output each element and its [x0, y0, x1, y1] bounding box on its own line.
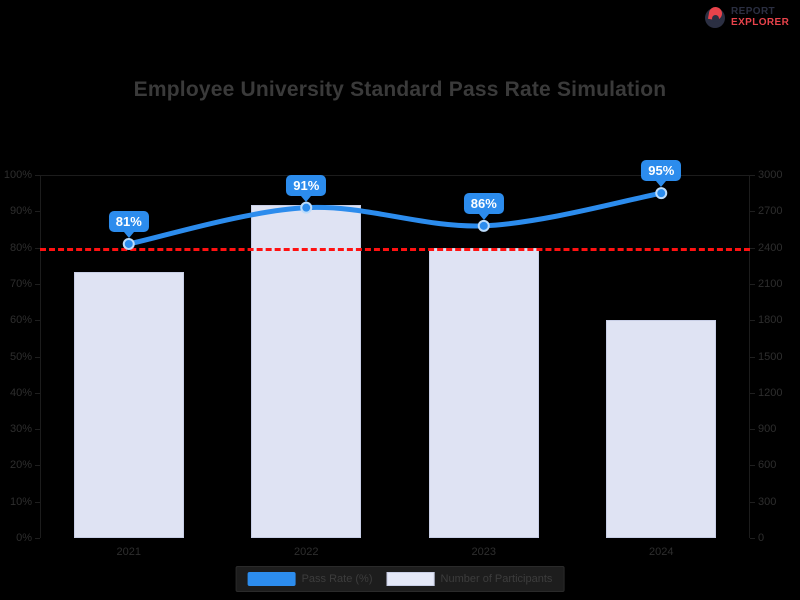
y-tick-label-right: 2700 — [758, 205, 783, 218]
x-tick-label: 2023 — [471, 546, 496, 558]
y-tick-left — [35, 538, 40, 539]
y-tick-right — [750, 501, 755, 503]
y-tick-right — [750, 247, 755, 249]
y-tick-label-left: 70% — [9, 277, 32, 290]
y-tick-label-right: 300 — [758, 495, 777, 508]
bar[interactable] — [73, 271, 184, 538]
y-tick-label-right: 900 — [758, 423, 777, 436]
legend-item-line[interactable]: Pass Rate (%) — [247, 572, 373, 586]
data-label: 91% — [286, 174, 327, 196]
y-tick-label-right: 1500 — [758, 350, 783, 363]
y-tick-label-left: 80% — [9, 241, 32, 254]
y-tick-right — [750, 356, 755, 358]
y-tick-left — [35, 320, 40, 322]
y-tick-left — [35, 429, 40, 431]
y-tick-label-right: 2400 — [758, 241, 783, 254]
y-tick-label-left: 40% — [9, 386, 32, 399]
line-path — [126, 190, 664, 247]
y-tick-label-right: 3000 — [758, 169, 783, 181]
bar[interactable] — [428, 247, 539, 538]
y-tick-label-right: 1800 — [758, 314, 783, 327]
line-marker[interactable] — [655, 187, 668, 200]
x-tick-label: 2022 — [294, 546, 319, 558]
y-tick-left — [35, 283, 40, 285]
logo-text-line1: REPORT — [731, 6, 776, 18]
line-marker[interactable] — [122, 237, 135, 250]
y-tick-left — [35, 501, 40, 503]
y-tick-right — [750, 392, 755, 394]
y-tick-right — [750, 211, 755, 213]
y-tick-label-left: 100% — [3, 169, 32, 181]
y-tick-label-left: 60% — [9, 314, 32, 327]
y-tick-label-left: 90% — [9, 205, 32, 218]
data-label: 95% — [641, 160, 682, 182]
legend-label-bar: Number of Participants — [440, 573, 553, 585]
y-tick-label-right: 0 — [758, 532, 765, 544]
legend-swatch-bar-icon — [386, 572, 435, 586]
y-tick-label-right: 1200 — [758, 386, 783, 399]
y-tick-label-right: 2100 — [758, 277, 783, 290]
legend-swatch-line-icon — [247, 572, 296, 586]
bar[interactable] — [251, 205, 362, 538]
y-tick-label-right: 600 — [758, 459, 777, 472]
threshold-line — [40, 247, 750, 251]
y-tick-label-left: 30% — [9, 423, 32, 436]
line-series — [122, 187, 668, 250]
x-tick-label: 2021 — [116, 546, 141, 558]
y-tick-left — [35, 465, 40, 467]
plot-area: 100% 90% 80% 70% 60% 50% 40% 30% 20% 10% 0% 3000 27… — [4, 160, 782, 558]
y-axis-right — [749, 175, 750, 538]
y-axis-left — [40, 175, 41, 538]
x-axis — [40, 175, 750, 176]
y-tick-right — [750, 283, 755, 285]
y-tick-label-left: 20% — [9, 459, 32, 472]
line-marker[interactable] — [300, 201, 313, 214]
logo-mark-icon — [703, 5, 727, 30]
y-tick-right — [750, 320, 755, 322]
y-tick-label-left: 50% — [9, 350, 32, 363]
brand-logo: REPORT EXPLORER — [703, 4, 795, 31]
data-label: 86% — [463, 192, 504, 214]
chart-legend[interactable]: Pass Rate (%) Number of Participants — [235, 566, 565, 592]
chart-title: Employee University Standard Pass Rate S… — [133, 78, 667, 101]
y-tick-right — [750, 175, 755, 176]
y-tick-right — [750, 429, 755, 431]
bar[interactable] — [606, 320, 717, 538]
y-tick-right — [750, 538, 755, 539]
line-marker[interactable] — [477, 219, 490, 232]
y-tick-left — [35, 247, 40, 249]
y-tick-label-left: 10% — [9, 495, 32, 508]
data-label: 81% — [108, 210, 149, 232]
x-tick-label: 2024 — [649, 546, 674, 558]
legend-label-line: Pass Rate (%) — [301, 573, 373, 585]
y-tick-left — [35, 211, 40, 213]
y-tick-left — [35, 356, 40, 358]
y-tick-right — [750, 465, 755, 467]
y-tick-left — [35, 392, 40, 394]
legend-item-bar[interactable]: Number of Participants — [386, 572, 553, 586]
y-tick-label-left: 0% — [16, 532, 32, 544]
y-tick-left — [35, 175, 40, 176]
logo-text-line2: EXPLORER — [731, 16, 790, 28]
